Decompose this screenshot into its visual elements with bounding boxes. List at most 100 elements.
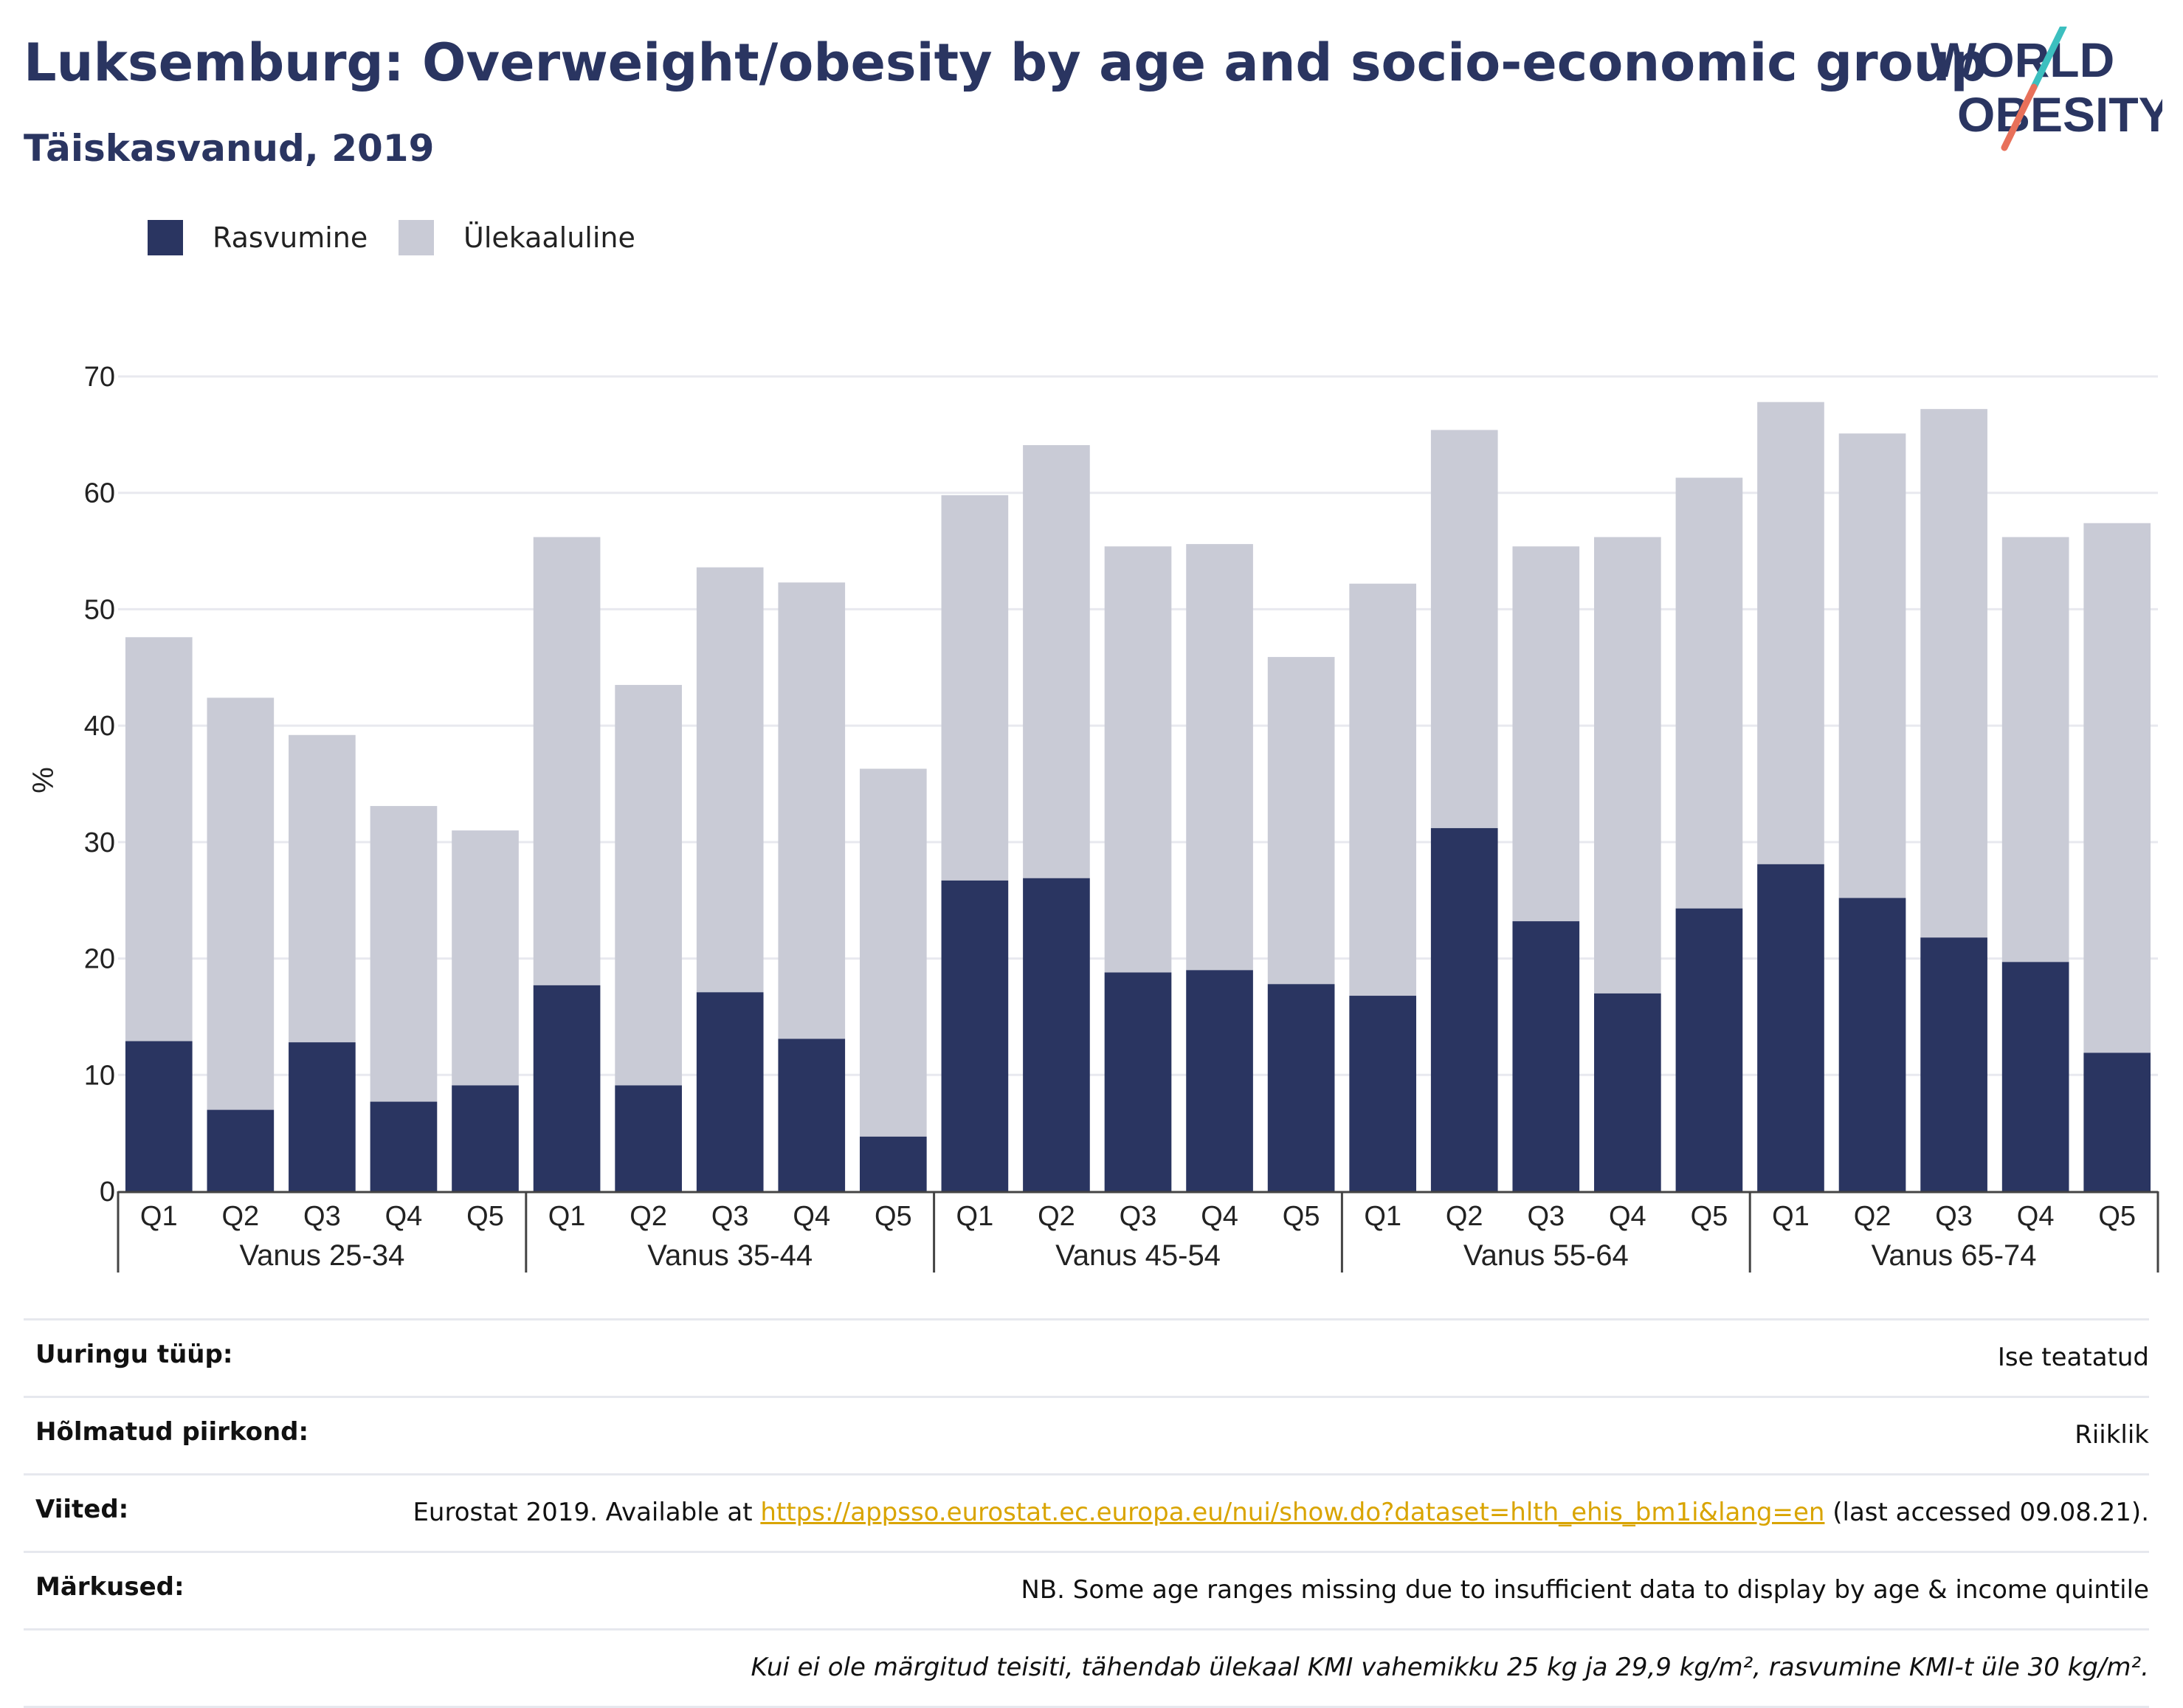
reference-link[interactable]: https://appsso.eurostat.ec.europa.eu/nui… [760, 1498, 1825, 1527]
bar-obesity [207, 1109, 275, 1191]
bar-obesity [2001, 962, 2069, 1191]
y-tick-label: 40 [84, 711, 115, 742]
bar-overweight [1675, 478, 1743, 909]
footer-label-notes: Märkused: [35, 1572, 184, 1602]
group-label: Vanus 45-54 [1055, 1239, 1221, 1272]
footer-row-definition: Kui ei ole märgitud teisiti, tähendab ül… [24, 1628, 2149, 1708]
x-tick-label: Q2 [221, 1201, 259, 1232]
bar-overweight [1349, 583, 1417, 996]
legend-swatch-obesity [148, 220, 183, 255]
legend-label-obesity: Rasvumine [213, 221, 368, 254]
bar-obesity [1838, 898, 1906, 1191]
bar-overweight [1430, 430, 1498, 828]
bar-overweight [370, 805, 438, 1102]
x-tick-label: Q3 [1935, 1201, 1973, 1232]
bar-overweight [859, 768, 927, 1137]
bar-obesity [1512, 921, 1580, 1191]
bar-overweight [533, 537, 601, 985]
y-tick-label: 20 [84, 944, 115, 975]
bar-obesity [2083, 1053, 2151, 1191]
logo-word-obesity: OBESITY [1957, 87, 2162, 142]
bar-overweight [289, 734, 356, 1043]
chart-title: Luksemburg: Overweight/obesity by age an… [24, 32, 1987, 93]
chart-subtitle: Täiskasvanud, 2019 [24, 127, 435, 170]
x-tick-label: Q4 [385, 1201, 423, 1232]
x-tick-label: Q5 [875, 1201, 912, 1232]
y-tick-label: 60 [84, 478, 115, 509]
group-label: Vanus 65-74 [1872, 1239, 2037, 1272]
bar-obesity [533, 985, 601, 1191]
y-tick-label: 0 [100, 1177, 115, 1208]
bar-overweight [207, 698, 275, 1110]
group-label: Vanus 35-44 [647, 1239, 813, 1272]
y-axis-label: % [27, 767, 60, 793]
x-tick-label: Q4 [2017, 1201, 2055, 1232]
group-label: Vanus 55-64 [1463, 1239, 1629, 1272]
bar-obesity [1430, 827, 1498, 1191]
legend-swatch-overweight [399, 220, 434, 255]
x-tick-label: Q3 [1120, 1201, 1157, 1232]
bar-overweight [452, 830, 519, 1086]
bar-obesity [370, 1101, 438, 1191]
bar-overweight [1838, 433, 1906, 898]
reference-text: Eurostat 2019. Available at [413, 1498, 761, 1527]
x-tick-label: Q4 [1201, 1201, 1238, 1232]
bar-overweight [1920, 409, 1987, 938]
y-tick-label: 70 [84, 362, 115, 393]
footer-row-survey-type: Uuringu tüüp: Ise teatatud [24, 1318, 2149, 1396]
bar-obesity [1920, 937, 1987, 1191]
bar-obesity [452, 1085, 519, 1191]
bar-obesity [1023, 878, 1090, 1191]
bar-obesity [1349, 996, 1417, 1191]
bar-overweight [2083, 523, 2151, 1053]
bar-obesity [1757, 864, 1824, 1191]
x-tick-label: Q3 [711, 1201, 749, 1232]
logo-word-world: WORLD [1931, 32, 2114, 87]
bar-overweight [615, 684, 682, 1086]
footer-row-references: Viited: Eurostat 2019. Available at http… [24, 1473, 2149, 1551]
bar-overweight [696, 567, 764, 993]
x-tick-label: Q2 [630, 1201, 667, 1232]
x-tick-label: Q5 [1691, 1201, 1728, 1232]
bar-overweight [1757, 402, 1824, 864]
x-tick-label: Q3 [1527, 1201, 1565, 1232]
footer-label-references: Viited: [35, 1495, 129, 1524]
y-tick-label: 30 [84, 827, 115, 858]
logo-slash-coral [2001, 83, 2038, 151]
x-tick-label: Q4 [793, 1201, 830, 1232]
bar-obesity [778, 1039, 846, 1191]
footer-value-coverage: Riiklik [2075, 1420, 2149, 1450]
x-tick-label: Q2 [1854, 1201, 1891, 1232]
x-tick-label: Q5 [2098, 1201, 2136, 1232]
x-tick-label: Q1 [140, 1201, 178, 1232]
bar-obesity [1594, 993, 1661, 1191]
bar-obesity [696, 992, 764, 1191]
bar-obesity [1267, 984, 1335, 1191]
bar-obesity [1104, 972, 1172, 1191]
bar-overweight [1512, 546, 1580, 922]
bar-obesity [289, 1042, 356, 1191]
bar-overweight [1023, 445, 1090, 878]
bar-overweight [941, 495, 1009, 881]
bar-obesity [859, 1136, 927, 1191]
legend-label-overweight: Ülekaaluline [463, 221, 635, 254]
bar-overweight [1594, 537, 1661, 994]
footer-row-coverage: Hõlmatud piirkond: Riiklik [24, 1396, 2149, 1473]
y-tick-label: 50 [84, 594, 115, 625]
chart-footer: Uuringu tüüp: Ise teatatud Hõlmatud piir… [24, 1318, 2149, 1708]
bar-overweight [125, 637, 193, 1041]
stacked-bar-chart: 0 10 20 30 40 50 60 70% Q1 Q2 Q3 Q4 Q5 Q1 Q2 Q3 Q4 Q5 Q1 Q2… [27, 362, 2159, 1273]
bar-overweight [778, 582, 846, 1039]
footer-definition: Kui ei ole märgitud teisiti, tähendab ül… [751, 1653, 2149, 1682]
bar-overweight [1267, 657, 1335, 985]
bar-obesity [125, 1041, 193, 1191]
reference-accessed: (last accessed 09.08.21). [1824, 1498, 2149, 1527]
x-tick-label: Q2 [1446, 1201, 1483, 1232]
x-tick-label: Q1 [548, 1201, 586, 1232]
x-tick-label: Q5 [466, 1201, 504, 1232]
footer-value-notes: NB. Some age ranges missing due to insuf… [1021, 1575, 2149, 1605]
bar-obesity [1675, 908, 1743, 1191]
y-tick-label: 10 [84, 1060, 115, 1091]
x-tick-label: Q1 [1772, 1201, 1810, 1232]
group-label: Vanus 25-34 [239, 1239, 404, 1272]
